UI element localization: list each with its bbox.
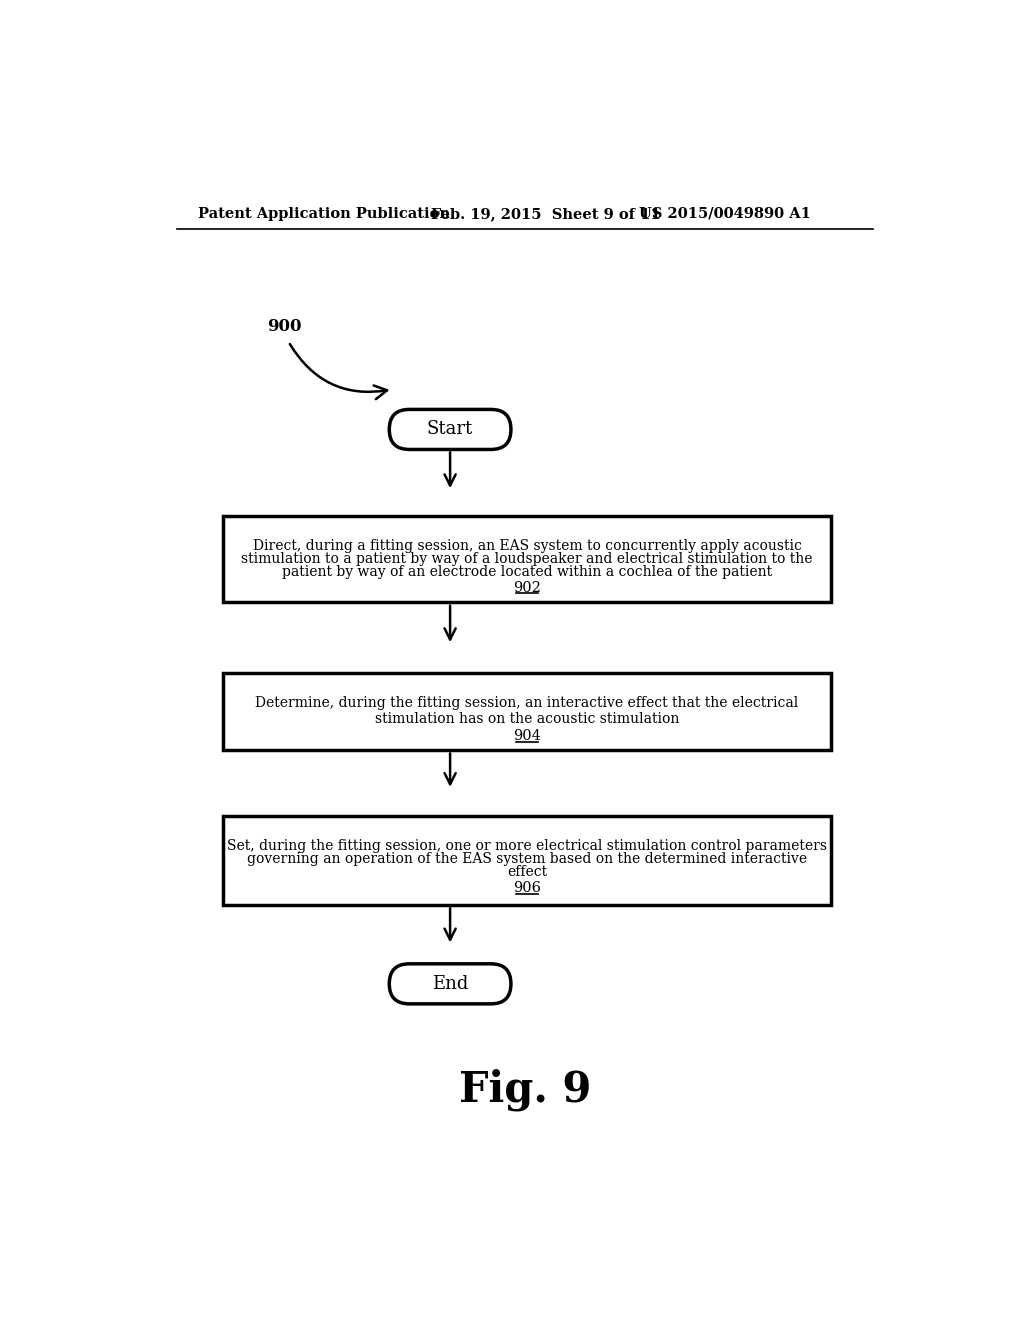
Text: Start: Start: [427, 421, 473, 438]
Text: 904: 904: [513, 730, 541, 743]
Text: Determine, during the fitting session, an interactive effect that the electrical: Determine, during the fitting session, a…: [255, 697, 799, 710]
Text: 900: 900: [267, 318, 302, 335]
FancyBboxPatch shape: [389, 964, 511, 1003]
FancyBboxPatch shape: [223, 516, 831, 602]
FancyBboxPatch shape: [389, 409, 511, 449]
Text: effect: effect: [507, 866, 547, 879]
Text: US 2015/0049890 A1: US 2015/0049890 A1: [639, 207, 811, 220]
FancyBboxPatch shape: [223, 816, 831, 906]
Text: patient by way of an electrode located within a cochlea of the patient: patient by way of an electrode located w…: [282, 565, 772, 579]
Text: governing an operation of the EAS system based on the determined interactive: governing an operation of the EAS system…: [247, 853, 807, 866]
Text: stimulation to a patient by way of a loudspeaker and electrical stimulation to t: stimulation to a patient by way of a lou…: [242, 552, 813, 566]
FancyBboxPatch shape: [223, 673, 831, 750]
Text: End: End: [432, 975, 468, 993]
Text: Fig. 9: Fig. 9: [459, 1069, 591, 1111]
FancyArrowPatch shape: [290, 345, 387, 399]
Text: Patent Application Publication: Patent Application Publication: [199, 207, 451, 220]
Text: Set, during the fitting session, one or more electrical stimulation control para: Set, during the fitting session, one or …: [227, 840, 827, 853]
Text: Feb. 19, 2015  Sheet 9 of 11: Feb. 19, 2015 Sheet 9 of 11: [431, 207, 660, 220]
Text: stimulation has on the acoustic stimulation: stimulation has on the acoustic stimulat…: [375, 711, 679, 726]
Text: 906: 906: [513, 882, 541, 895]
Text: Direct, during a fitting session, an EAS system to concurrently apply acoustic: Direct, during a fitting session, an EAS…: [253, 539, 802, 553]
Text: 902: 902: [513, 581, 541, 595]
